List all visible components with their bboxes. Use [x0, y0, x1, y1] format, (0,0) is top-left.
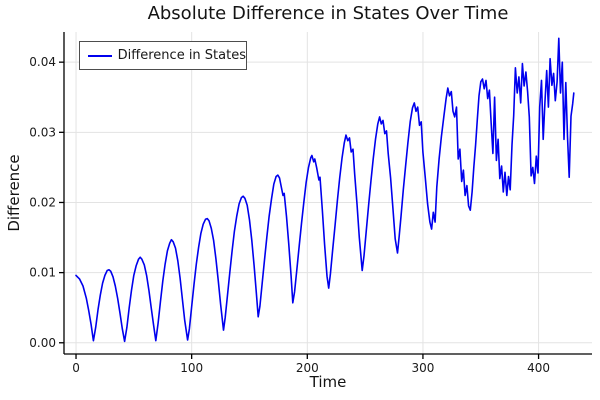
y-tick-label: 0.03 [29, 125, 56, 139]
x-tick-label: 100 [180, 361, 203, 375]
x-tick-label: 200 [296, 361, 319, 375]
y-tick-label: 0.04 [29, 55, 56, 69]
legend: Difference in States [79, 41, 247, 70]
x-axis-label: Time [309, 373, 347, 391]
chart-title: Absolute Difference in States Over Time [147, 3, 509, 24]
series-line [75, 37, 575, 343]
x-tick-label: 400 [527, 361, 550, 375]
x-tick-label: 0 [72, 361, 80, 375]
x-tick-label: 300 [411, 361, 434, 375]
y-tick-label: 0.02 [29, 195, 56, 209]
legend-line-sample [88, 54, 112, 57]
y-axis-label-text: Difference [5, 154, 23, 232]
legend-label: Difference in States [117, 48, 246, 63]
y-tick-label: 0.00 [29, 336, 56, 350]
y-tick-label: 0.01 [29, 266, 56, 280]
